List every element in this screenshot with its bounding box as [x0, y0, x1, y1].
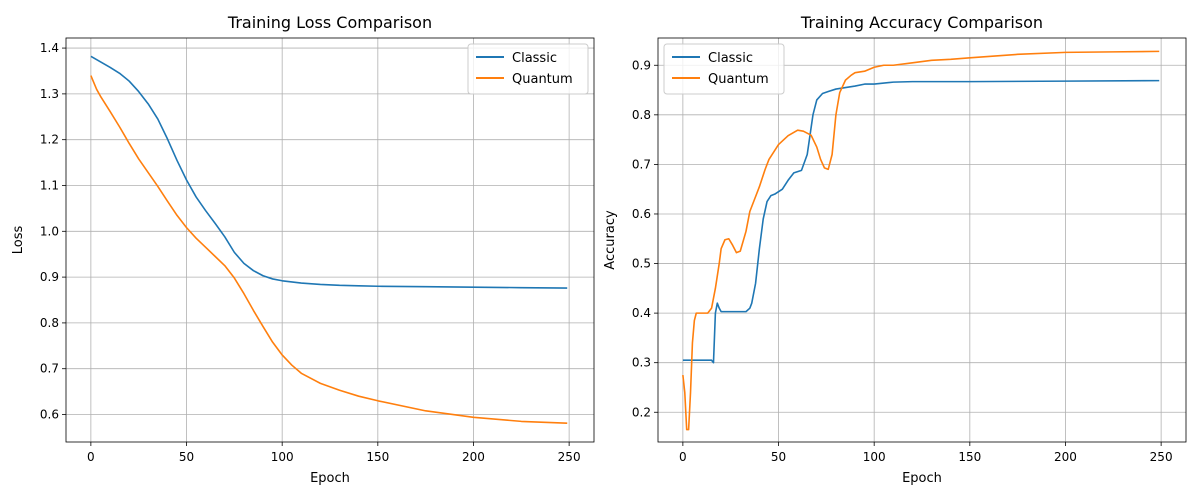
- loss-x-tick-label: 200: [462, 450, 485, 464]
- accuracy-y-tick-label: 0.6: [632, 207, 651, 221]
- accuracy-y-tick-label: 0.8: [632, 108, 651, 122]
- loss-x-tick-label: 150: [366, 450, 389, 464]
- loss-y-tick-label: 1.1: [40, 178, 59, 192]
- loss-series-line-classic: [90, 55, 568, 289]
- accuracy-ticks: 0 50 100 150 200 250 0.2 0.3 0.4 0.5 0.6 0.7 0.8 0.9: [632, 58, 1173, 464]
- loss-plot-frame: [65, 37, 595, 443]
- accuracy-plot-frame: [657, 37, 1187, 443]
- loss-series-line-quantum: [90, 75, 568, 425]
- accuracy-series-line-classic: [682, 79, 1160, 364]
- loss-x-tick-label: 0: [87, 450, 95, 464]
- loss-y-tick-label: 0.8: [40, 316, 59, 330]
- loss-x-tick-label: 100: [271, 450, 294, 464]
- loss-y-tick-label: 0.9: [40, 270, 59, 284]
- accuracy-x-axis-label: Epoch: [902, 471, 942, 486]
- loss-x-tick-label: 50: [179, 450, 194, 464]
- accuracy-chart: 0 50 100 150 200 2500.20.30.40.50.60.70.80.9 …: [603, 13, 1187, 486]
- accuracy-chart-title: Training Accuracy Comparison: [800, 13, 1043, 32]
- accuracy-y-tick-label: 0.9: [632, 58, 651, 72]
- accuracy-x-tick-label: 0: [679, 450, 687, 464]
- loss-ticks: 0 50 100 150 200 250 0.6 0.7 0.8 0.9 1.0 1.1 1.2 1.3 1…: [40, 41, 581, 464]
- loss-chart: 0 50 100 150 200 250 0.6 0.7 0.8 0.9 1.0 1.1 1.2 1.3 1…: [11, 13, 595, 486]
- loss-legend-label-quantum: Quantum: [512, 72, 573, 87]
- accuracy-y-axis-label: Accuracy: [603, 210, 618, 270]
- loss-y-tick-label: 1.4: [40, 41, 59, 55]
- loss-legend-label-classic: Classic: [512, 51, 557, 66]
- accuracy-legend-label-classic: Classic: [708, 51, 753, 66]
- accuracy-x-tick-label: 100: [863, 450, 886, 464]
- accuracy-x-tick-label: 200: [1054, 450, 1077, 464]
- accuracy-x-tick-label: 250: [1150, 450, 1173, 464]
- loss-x-tick-label: 250: [558, 450, 581, 464]
- accuracy-series: [682, 50, 1160, 431]
- accuracy-y-tick-label: 0.5: [632, 257, 651, 271]
- accuracy-series-line-quantum: [682, 50, 1160, 431]
- loss-y-tick-label: 1.2: [40, 133, 59, 147]
- accuracy-legend-label-quantum: Quantum: [708, 72, 769, 87]
- accuracy-y-tick-label: 0.2: [632, 405, 651, 419]
- accuracy-y-tick-label: 0.4: [632, 306, 651, 320]
- loss-y-tick-label: 0.7: [40, 362, 59, 376]
- loss-x-axis-label: Epoch: [310, 471, 350, 486]
- loss-chart-title: Training Loss Comparison: [227, 13, 432, 32]
- accuracy-y-tick-label: 0.7: [632, 157, 651, 171]
- loss-y-tick-label: 1.3: [40, 87, 59, 101]
- loss-y-tick-label: 1.0: [40, 224, 59, 238]
- loss-y-axis-label: Loss: [11, 226, 26, 255]
- loss-series: [90, 55, 568, 425]
- loss-legend: Classic Quantum: [467, 43, 589, 95]
- accuracy-y-tick-label: 0.3: [632, 356, 651, 370]
- loss-y-tick-label: 0.6: [40, 408, 59, 422]
- accuracy-x-tick-label: 50: [771, 450, 786, 464]
- accuracy-legend: Classic Quantum: [663, 43, 785, 95]
- accuracy-x-tick-label: 150: [958, 450, 981, 464]
